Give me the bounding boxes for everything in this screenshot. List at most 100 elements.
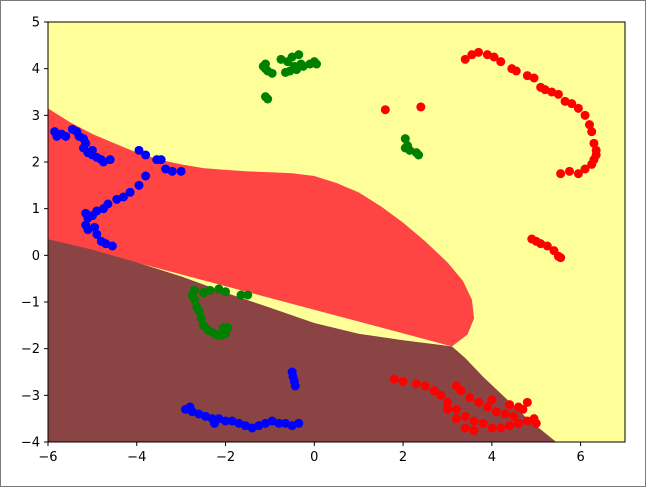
data-point [513,418,523,428]
data-point [189,285,199,295]
data-point [105,155,115,165]
data-point [469,425,479,435]
data-point [465,393,475,403]
data-point [112,194,122,204]
data-point [584,120,594,130]
data-point [489,52,499,62]
x-tick-label: 2 [399,450,407,465]
data-point [280,67,290,77]
data-point [474,47,484,57]
data-point [243,290,253,300]
data-point [442,404,452,414]
data-point [107,241,117,251]
data-point [400,143,410,153]
data-point [312,59,322,69]
data-point [218,323,228,333]
data-point [542,241,552,251]
data-point [456,386,466,396]
y-tick-label: 1 [32,202,40,217]
data-point [389,374,399,384]
y-tick-label: 0 [32,249,40,264]
data-point [460,411,470,421]
data-point [87,145,97,155]
data-point [420,381,430,391]
data-point [141,150,151,160]
data-point [141,171,151,181]
decision-regions [48,22,625,442]
data-point [496,57,506,67]
data-point [260,59,270,69]
data-point [460,54,470,64]
data-point [580,110,590,120]
data-point [451,414,461,424]
y-axis: −4 −3 −2 −1 0 1 2 3 4 5 [21,16,48,451]
data-point [587,127,597,137]
data-point [294,50,304,60]
data-point [209,418,219,428]
data-point [267,68,277,78]
y-tick-label: 3 [32,109,40,124]
y-tick-label: −2 [21,342,40,357]
data-point [531,418,541,428]
data-point [156,155,166,165]
x-tick-label: 6 [576,450,584,465]
data-point [61,131,71,141]
data-point [81,208,91,218]
data-point [491,407,501,417]
data-point [167,166,177,176]
data-point [573,103,583,113]
y-tick-label: −1 [21,296,40,311]
data-point [496,423,506,433]
data-point [83,225,93,235]
data-point [513,402,523,412]
x-tick-label: −4 [127,450,146,465]
plot-frame [47,21,626,443]
data-point [451,404,461,414]
y-tick-label: 2 [32,156,40,171]
data-point [589,138,599,148]
x-axis: −6 −4 −2 0 2 4 6 [38,442,585,465]
data-point [553,89,563,99]
data-point [305,59,315,69]
x-tick-label: 0 [310,450,318,465]
x-tick-label: −6 [38,450,57,465]
data-point [573,169,583,179]
data-point [400,134,410,144]
data-point [294,418,304,428]
region-red [48,108,475,347]
data-point [436,390,446,400]
data-point [500,409,510,419]
y-tick-label: −3 [21,389,40,404]
data-point [460,423,470,433]
data-point [478,418,488,428]
data-point [181,404,191,414]
data-point [194,306,204,316]
data-point [205,285,215,295]
data-point [414,150,424,160]
data-point [587,159,597,169]
data-point [509,411,519,421]
data-point [442,397,452,407]
x-tick-label: −2 [216,450,235,465]
data-point [529,73,539,83]
data-point [398,376,408,386]
data-point [189,295,199,305]
data-point [274,418,284,428]
data-point [196,313,206,323]
data-point [580,164,590,174]
data-point [556,253,566,263]
data-point [505,421,515,431]
data-point [221,416,231,426]
y-tick-label: 4 [32,62,40,77]
data-point [290,381,300,391]
data-point [474,397,484,407]
data-point [469,416,479,426]
data-point [263,94,273,104]
data-point [487,423,497,433]
y-tick-label: 5 [32,16,40,31]
data-point [221,287,231,297]
data-point [482,402,492,412]
data-point [92,229,102,239]
x-tick-label: 4 [488,450,496,465]
